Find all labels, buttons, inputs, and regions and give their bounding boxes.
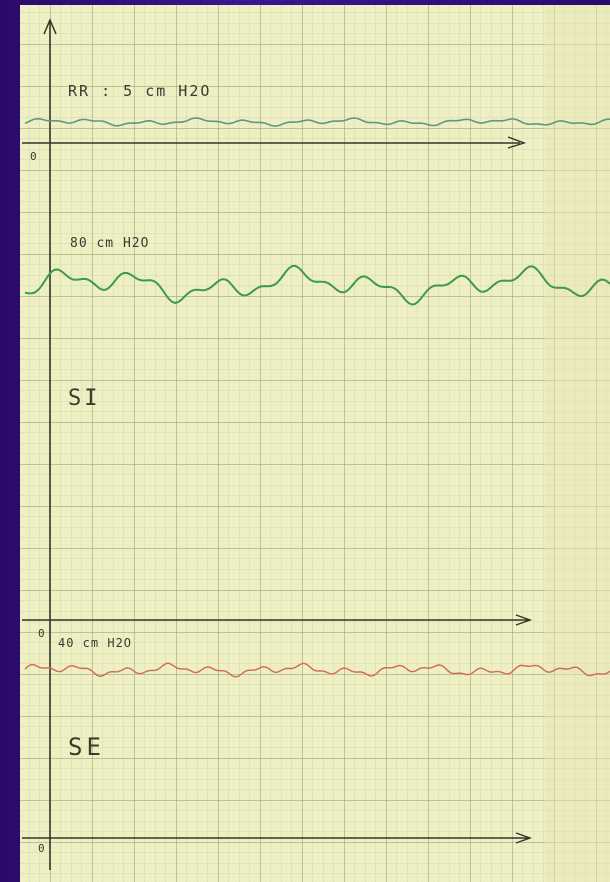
axis-arrow	[43, 18, 57, 35]
trace-label: 80 cm H2O	[70, 236, 149, 251]
trace-name: SI	[68, 386, 101, 411]
se-trace	[24, 662, 610, 678]
trace-name: SE	[68, 733, 105, 761]
grid	[20, 5, 610, 882]
trace-label: 40 cm H2O	[58, 636, 132, 650]
axis-zero: 0	[38, 627, 45, 640]
paper-edge	[545, 5, 610, 882]
rr-trace	[24, 117, 610, 127]
axis-zero: 0	[38, 842, 45, 855]
axis-arrow	[507, 136, 527, 149]
si-trace	[24, 264, 610, 306]
trace-label: RR : 5 cm H2O	[68, 82, 211, 100]
axis-zero: 0	[30, 150, 37, 163]
axis-arrow	[515, 614, 533, 626]
axis-arrow	[515, 832, 533, 844]
